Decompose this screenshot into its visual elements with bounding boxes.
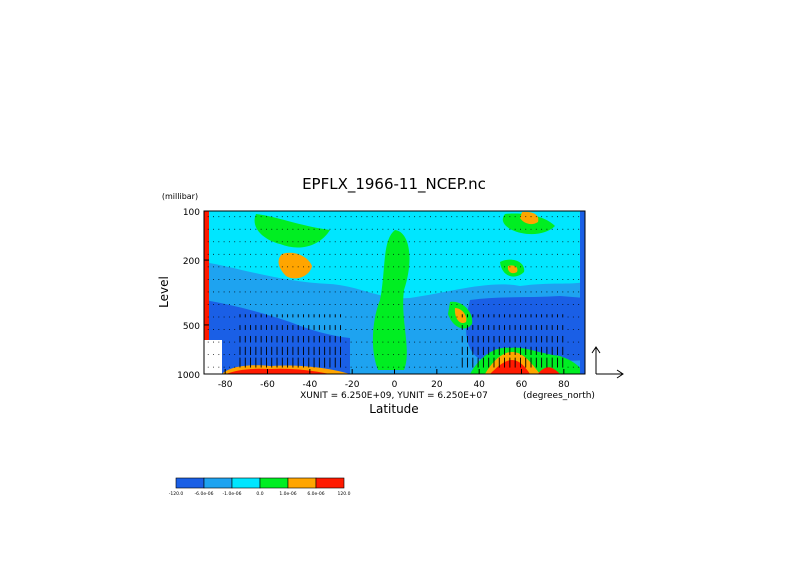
- surface-red-sh: [226, 368, 330, 374]
- x-tick-label: 80: [558, 380, 570, 390]
- x-unit-label: (degrees_north): [523, 391, 595, 401]
- reference-vector-key: [591, 346, 624, 379]
- chart-title: EPFLX_1966-11_NCEP.nc: [302, 175, 486, 194]
- positive-band-equator: [372, 230, 410, 370]
- positive-patch-nh-top: [520, 211, 539, 225]
- colorbar-swatch: [175, 477, 205, 489]
- south-pole-red-edge: [204, 211, 209, 374]
- y-tick-label: 1000: [177, 371, 200, 381]
- y-tick-label: 200: [183, 257, 200, 267]
- x-tick-label: 60: [516, 380, 528, 390]
- colorbar-swatch: [203, 477, 233, 489]
- y-axis-label: Level: [157, 276, 171, 308]
- positive-region-sh-upper: [254, 214, 330, 248]
- x-tick-label: -80: [218, 380, 233, 390]
- reference-arrowhead-horizontal: [616, 369, 624, 379]
- south-pole-undefined: [204, 340, 222, 374]
- colorbar-swatch: [231, 477, 261, 489]
- x-tick-label: 20: [431, 380, 443, 390]
- colorbar-swatch: [315, 477, 345, 489]
- colorbar-label: 0.0: [256, 491, 263, 497]
- vector-units-label: XUNIT = 6.250E+09, YUNIT = 6.250E+07: [300, 391, 488, 401]
- colorbar-label: 6.0e-06: [307, 491, 324, 497]
- colorbar-label: 120.0: [338, 491, 351, 497]
- colorbar-label: -120.0: [169, 491, 184, 497]
- y-unit-label: (millibar): [162, 192, 198, 201]
- positive-patch-sh-mid: [278, 252, 312, 279]
- colorbar-swatch: [287, 477, 317, 489]
- colorbar: -120.0 -6.0e-06 -1.0e-06 0.0 1.0e-06 6.0e-06 1…: [169, 477, 351, 497]
- y-tick-label: 500: [183, 322, 200, 332]
- colorbar-label: -6.0e-06: [195, 491, 214, 497]
- y-tick-label: 100: [183, 208, 200, 218]
- reference-arrowhead-vertical: [591, 346, 601, 354]
- x-axis-label: Latitude: [369, 402, 418, 416]
- x-axis: -80 -60 -40 -20 0 20 40 60 80: [218, 369, 570, 390]
- ep-flux-vector-field: [207, 216, 580, 368]
- colorbar-label: -1.0e-06: [223, 491, 242, 497]
- x-tick-label: 0: [392, 380, 398, 390]
- positive-patch-nh-mid-core: [507, 265, 518, 274]
- x-tick-label: -20: [345, 380, 360, 390]
- positive-patch-40n-core: [454, 308, 467, 324]
- contour-field: [204, 211, 585, 374]
- y-axis: 100 200 500 1000: [177, 208, 209, 381]
- surface-red-nh-2: [538, 367, 560, 374]
- x-tick-label: -60: [260, 380, 275, 390]
- x-tick-label: -40: [302, 380, 317, 390]
- colorbar-swatch: [259, 477, 289, 489]
- north-pole-blue-edge: [580, 211, 585, 374]
- colorbar-label: 1.0e-06: [279, 491, 296, 497]
- x-tick-label: 40: [473, 380, 485, 390]
